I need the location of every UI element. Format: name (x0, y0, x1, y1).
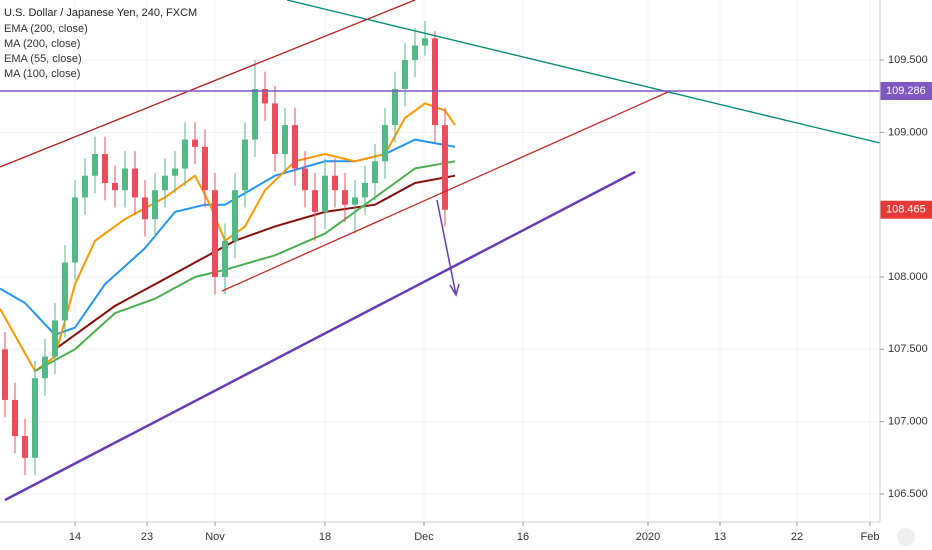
trendline (286, 0, 881, 144)
candle-body (322, 175, 328, 212)
trendline (221, 91, 669, 292)
y-tick-label: 108.000 (888, 271, 928, 283)
candle-body (42, 356, 48, 379)
candle-body (272, 103, 278, 155)
candle-body (32, 378, 38, 458)
y-tick-label: 107.500 (888, 343, 928, 355)
candle-body (222, 240, 228, 277)
arrow-head (449, 283, 460, 297)
candle-body (442, 125, 448, 210)
candle-body (212, 190, 218, 277)
legend-entry: EMA (55, close) (4, 53, 82, 65)
candle-body (12, 399, 18, 437)
candle-body (362, 182, 368, 198)
trendline (4, 170, 636, 502)
y-tick-label: 109.000 (888, 126, 928, 138)
candle-body (282, 125, 288, 155)
legend-entry: MA (200, close) (4, 38, 80, 50)
candle-body (182, 139, 188, 169)
candle-body (122, 168, 128, 191)
price-label-box (880, 200, 932, 219)
candle-body (432, 38, 438, 126)
candle-body (102, 154, 108, 183)
candle-body (62, 262, 68, 321)
price-label: 109.286 (886, 85, 926, 97)
logo[interactable] (897, 528, 915, 546)
y-tick-label: 106.500 (888, 488, 928, 500)
candle-body (392, 88, 398, 126)
candle-body (172, 168, 178, 176)
drawings (0, 0, 881, 502)
candle-body (342, 190, 348, 205)
candle-body (352, 197, 358, 205)
candle-body (312, 190, 318, 212)
candle-body (372, 161, 378, 183)
y-tick-label: 107.000 (888, 416, 928, 428)
x-tick-label: 23 (141, 531, 153, 543)
x-tick-label: Nov (205, 531, 225, 543)
candle-body (252, 88, 258, 140)
candle-body (232, 190, 238, 241)
price-label-box (880, 81, 932, 100)
x-tick-label: 18 (319, 531, 331, 543)
x-tick-label: 2020 (636, 531, 660, 543)
legend-entry: MA (100, close) (4, 68, 80, 80)
candle-body (142, 197, 148, 220)
candle-body (152, 190, 158, 220)
x-tick-label: 16 (517, 531, 529, 543)
candle-body (112, 182, 118, 191)
candle-body (302, 168, 308, 191)
price-lines: 109.286 108.465 (0, 81, 932, 219)
candle-body (72, 197, 78, 263)
candle-body (2, 349, 8, 400)
x-tick-label: 14 (69, 531, 81, 543)
x-tick-label: 22 (791, 531, 803, 543)
arrow (436, 199, 457, 296)
price-label: 108.465 (886, 204, 926, 216)
candle-body (412, 45, 418, 61)
candle-body (402, 60, 408, 89)
y-tick-label: 109.500 (888, 54, 928, 66)
legend-entry: EMA (200, close) (4, 23, 88, 35)
candle-body (52, 320, 58, 357)
candles (2, 20, 448, 476)
candle-body (332, 175, 338, 191)
x-tick-label: Feb (861, 531, 880, 543)
grid (0, 0, 880, 522)
candle-body (202, 146, 208, 191)
candle-body (292, 125, 298, 169)
candle-body (22, 436, 28, 458)
candle-body (92, 154, 98, 176)
candle-body (162, 175, 168, 191)
candle-body (242, 139, 248, 191)
legend: U.S. Dollar / Japanese Yen, 240, FXCM EM… (4, 7, 197, 80)
candle-body (382, 125, 388, 162)
candle-body (262, 88, 268, 104)
axes: 106.500 107.000 107.500 108.000 109.000 109.5… (69, 54, 928, 543)
x-tick-label: 13 (714, 531, 726, 543)
candle-body (82, 175, 88, 198)
chart-title: U.S. Dollar / Japanese Yen, 240, FXCM (4, 7, 197, 19)
trendline (0, 0, 416, 168)
candle-body (132, 168, 138, 198)
candle-body (422, 38, 428, 46)
x-tick-label: Dec (414, 531, 434, 543)
candle-body (192, 139, 198, 147)
